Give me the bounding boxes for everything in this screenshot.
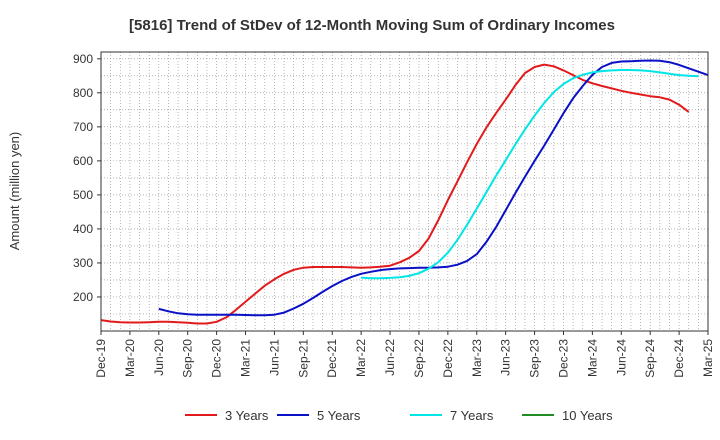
x-ticks: Dec-19 Mar-20 Jun-20 Sep-20 Dec-20 Mar-21 Jun-… [94, 331, 715, 378]
x-tick-label: Sep-23 [528, 339, 542, 378]
x-tick-label: Mar-24 [585, 339, 599, 377]
x-tick-label: Sep-20 [181, 339, 195, 378]
x-tick-label: Jun-22 [383, 339, 397, 376]
legend-label: 7 Years [450, 408, 494, 423]
y-tick-label: 400 [73, 222, 93, 236]
grid [101, 52, 708, 331]
x-tick-label: Mar-22 [354, 339, 368, 377]
x-tick-label: Dec-23 [556, 339, 570, 378]
series-line-3-years [100, 63, 690, 325]
x-tick-label: Sep-22 [412, 339, 426, 378]
y-tick-label: 900 [73, 52, 93, 66]
x-tick-label: Jun-24 [614, 339, 628, 376]
y-tick-label: 800 [73, 86, 93, 100]
y-tick-label: 700 [73, 120, 93, 134]
y-tick-label: 500 [73, 188, 93, 202]
x-tick-label: Dec-19 [94, 339, 108, 378]
x-tick-label: Jun-23 [499, 339, 513, 376]
x-tick-label: Mar-23 [470, 339, 484, 377]
x-tick-label: Dec-22 [441, 339, 455, 378]
y-axis-label: Amount (million yen) [7, 132, 22, 251]
x-tick-label: Mar-21 [239, 339, 253, 377]
x-tick-label: Sep-21 [296, 339, 310, 378]
series-layer [100, 59, 709, 325]
x-tick-label: Dec-24 [672, 339, 686, 378]
series-line-5-years [158, 59, 709, 317]
chart-title: [5816] Trend of StDev of 12-Month Moving… [129, 17, 615, 34]
x-tick-label: Jun-20 [152, 339, 166, 376]
x-tick-label: Jun-21 [267, 339, 281, 376]
series-line-7-years [361, 69, 699, 280]
legend-label: 10 Years [562, 408, 613, 423]
x-tick-label: Dec-21 [325, 339, 339, 378]
x-tick-label: Mar-25 [701, 339, 715, 377]
y-ticks: 200 300 400 500 600 700 800 900 [73, 52, 101, 304]
y-tick-label: 200 [73, 290, 93, 304]
x-tick-label: Mar-20 [123, 339, 137, 377]
legend-label: 3 Years [225, 408, 269, 423]
x-tick-label: Sep-24 [643, 339, 657, 378]
x-tick-label: Dec-20 [210, 339, 224, 378]
y-tick-label: 300 [73, 256, 93, 270]
y-tick-label: 600 [73, 154, 93, 168]
plot-frame [100, 51, 709, 332]
legend-label: 5 Years [317, 408, 361, 423]
legend: 3 Years 5 Years 7 Years 10 Years [185, 408, 613, 423]
